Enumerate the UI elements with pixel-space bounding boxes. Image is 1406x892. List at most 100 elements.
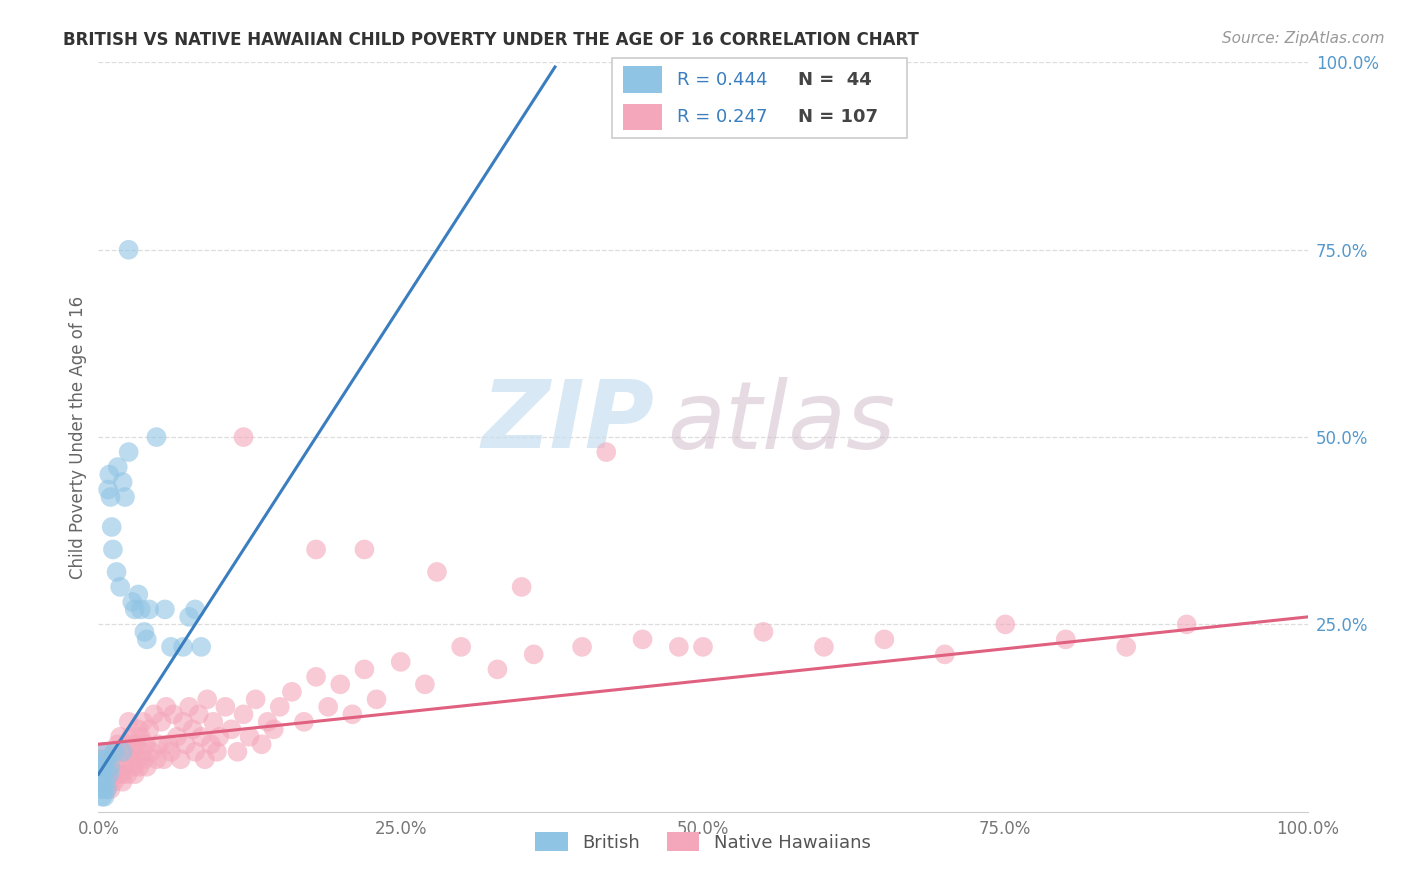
- Point: [1054, 632, 1077, 647]
- Point: [145, 430, 167, 444]
- Point: [256, 714, 278, 729]
- Point: [190, 730, 212, 744]
- Point: [141, 745, 163, 759]
- Point: [184, 602, 207, 616]
- Point: [96, 752, 118, 766]
- Point: [98, 467, 121, 482]
- Legend: British, Native Hawaiians: British, Native Hawaiians: [529, 825, 877, 859]
- Point: [129, 602, 152, 616]
- Point: [96, 782, 118, 797]
- Point: [108, 580, 131, 594]
- Point: [150, 714, 173, 729]
- Point: [107, 737, 129, 751]
- Point: [101, 542, 124, 557]
- Point: [111, 745, 134, 759]
- Point: [94, 745, 117, 759]
- Point: [100, 760, 122, 774]
- Point: [129, 730, 152, 744]
- Point: [91, 745, 114, 759]
- Point: [118, 714, 141, 729]
- Point: [226, 745, 249, 759]
- Point: [184, 745, 207, 759]
- Point: [187, 707, 209, 722]
- Point: [111, 774, 134, 789]
- Point: [181, 723, 204, 737]
- Point: [108, 730, 131, 744]
- Point: [112, 745, 135, 759]
- Point: [118, 752, 141, 766]
- Point: [127, 723, 149, 737]
- Point: [114, 490, 136, 504]
- Point: [100, 520, 122, 534]
- Point: [205, 745, 228, 759]
- Point: [94, 767, 117, 781]
- Point: [100, 752, 122, 766]
- Point: [245, 692, 267, 706]
- Text: N = 107: N = 107: [797, 108, 877, 126]
- Point: [160, 745, 183, 759]
- Point: [692, 640, 714, 654]
- Point: [450, 640, 472, 654]
- Point: [105, 760, 128, 774]
- Point: [250, 737, 273, 751]
- Point: [292, 714, 315, 729]
- Point: [174, 737, 197, 751]
- Point: [232, 430, 254, 444]
- FancyBboxPatch shape: [623, 103, 662, 130]
- Point: [179, 610, 201, 624]
- FancyBboxPatch shape: [612, 58, 907, 138]
- Point: [103, 774, 125, 789]
- Point: [132, 714, 155, 729]
- Point: [125, 737, 148, 751]
- Point: [155, 699, 177, 714]
- Point: [101, 767, 124, 781]
- Point: [813, 640, 835, 654]
- Point: [160, 640, 183, 654]
- Point: [153, 602, 176, 616]
- Point: [90, 760, 112, 774]
- Point: [91, 760, 114, 774]
- Point: [305, 542, 328, 557]
- Point: [93, 774, 115, 789]
- Point: [523, 648, 546, 662]
- Point: [305, 670, 328, 684]
- Point: [121, 745, 143, 759]
- Point: [138, 602, 160, 616]
- Point: [97, 483, 120, 497]
- Text: ZIP: ZIP: [482, 376, 655, 468]
- Point: [93, 760, 115, 774]
- Point: [342, 707, 364, 722]
- Point: [91, 782, 114, 797]
- Point: [200, 737, 222, 751]
- Text: N =  44: N = 44: [797, 70, 872, 88]
- Point: [172, 640, 194, 654]
- Point: [127, 752, 149, 766]
- Point: [269, 699, 291, 714]
- Point: [214, 699, 236, 714]
- Point: [366, 692, 388, 706]
- Point: [426, 565, 449, 579]
- Point: [873, 632, 896, 647]
- Point: [595, 445, 617, 459]
- Point: [353, 662, 375, 676]
- Point: [91, 767, 114, 781]
- Point: [117, 767, 139, 781]
- Point: [413, 677, 436, 691]
- Point: [89, 767, 111, 781]
- Point: [103, 745, 125, 759]
- Point: [994, 617, 1017, 632]
- Point: [90, 782, 112, 797]
- Point: [96, 782, 118, 797]
- Point: [143, 707, 166, 722]
- Text: atlas: atlas: [666, 376, 896, 467]
- Point: [316, 699, 339, 714]
- Y-axis label: Child Poverty Under the Age of 16: Child Poverty Under the Age of 16: [69, 295, 87, 579]
- Point: [145, 752, 167, 766]
- Point: [91, 789, 114, 804]
- Point: [190, 640, 212, 654]
- Point: [510, 580, 533, 594]
- Text: R = 0.247: R = 0.247: [676, 108, 768, 126]
- Point: [239, 730, 262, 744]
- Point: [179, 699, 201, 714]
- FancyBboxPatch shape: [623, 66, 662, 93]
